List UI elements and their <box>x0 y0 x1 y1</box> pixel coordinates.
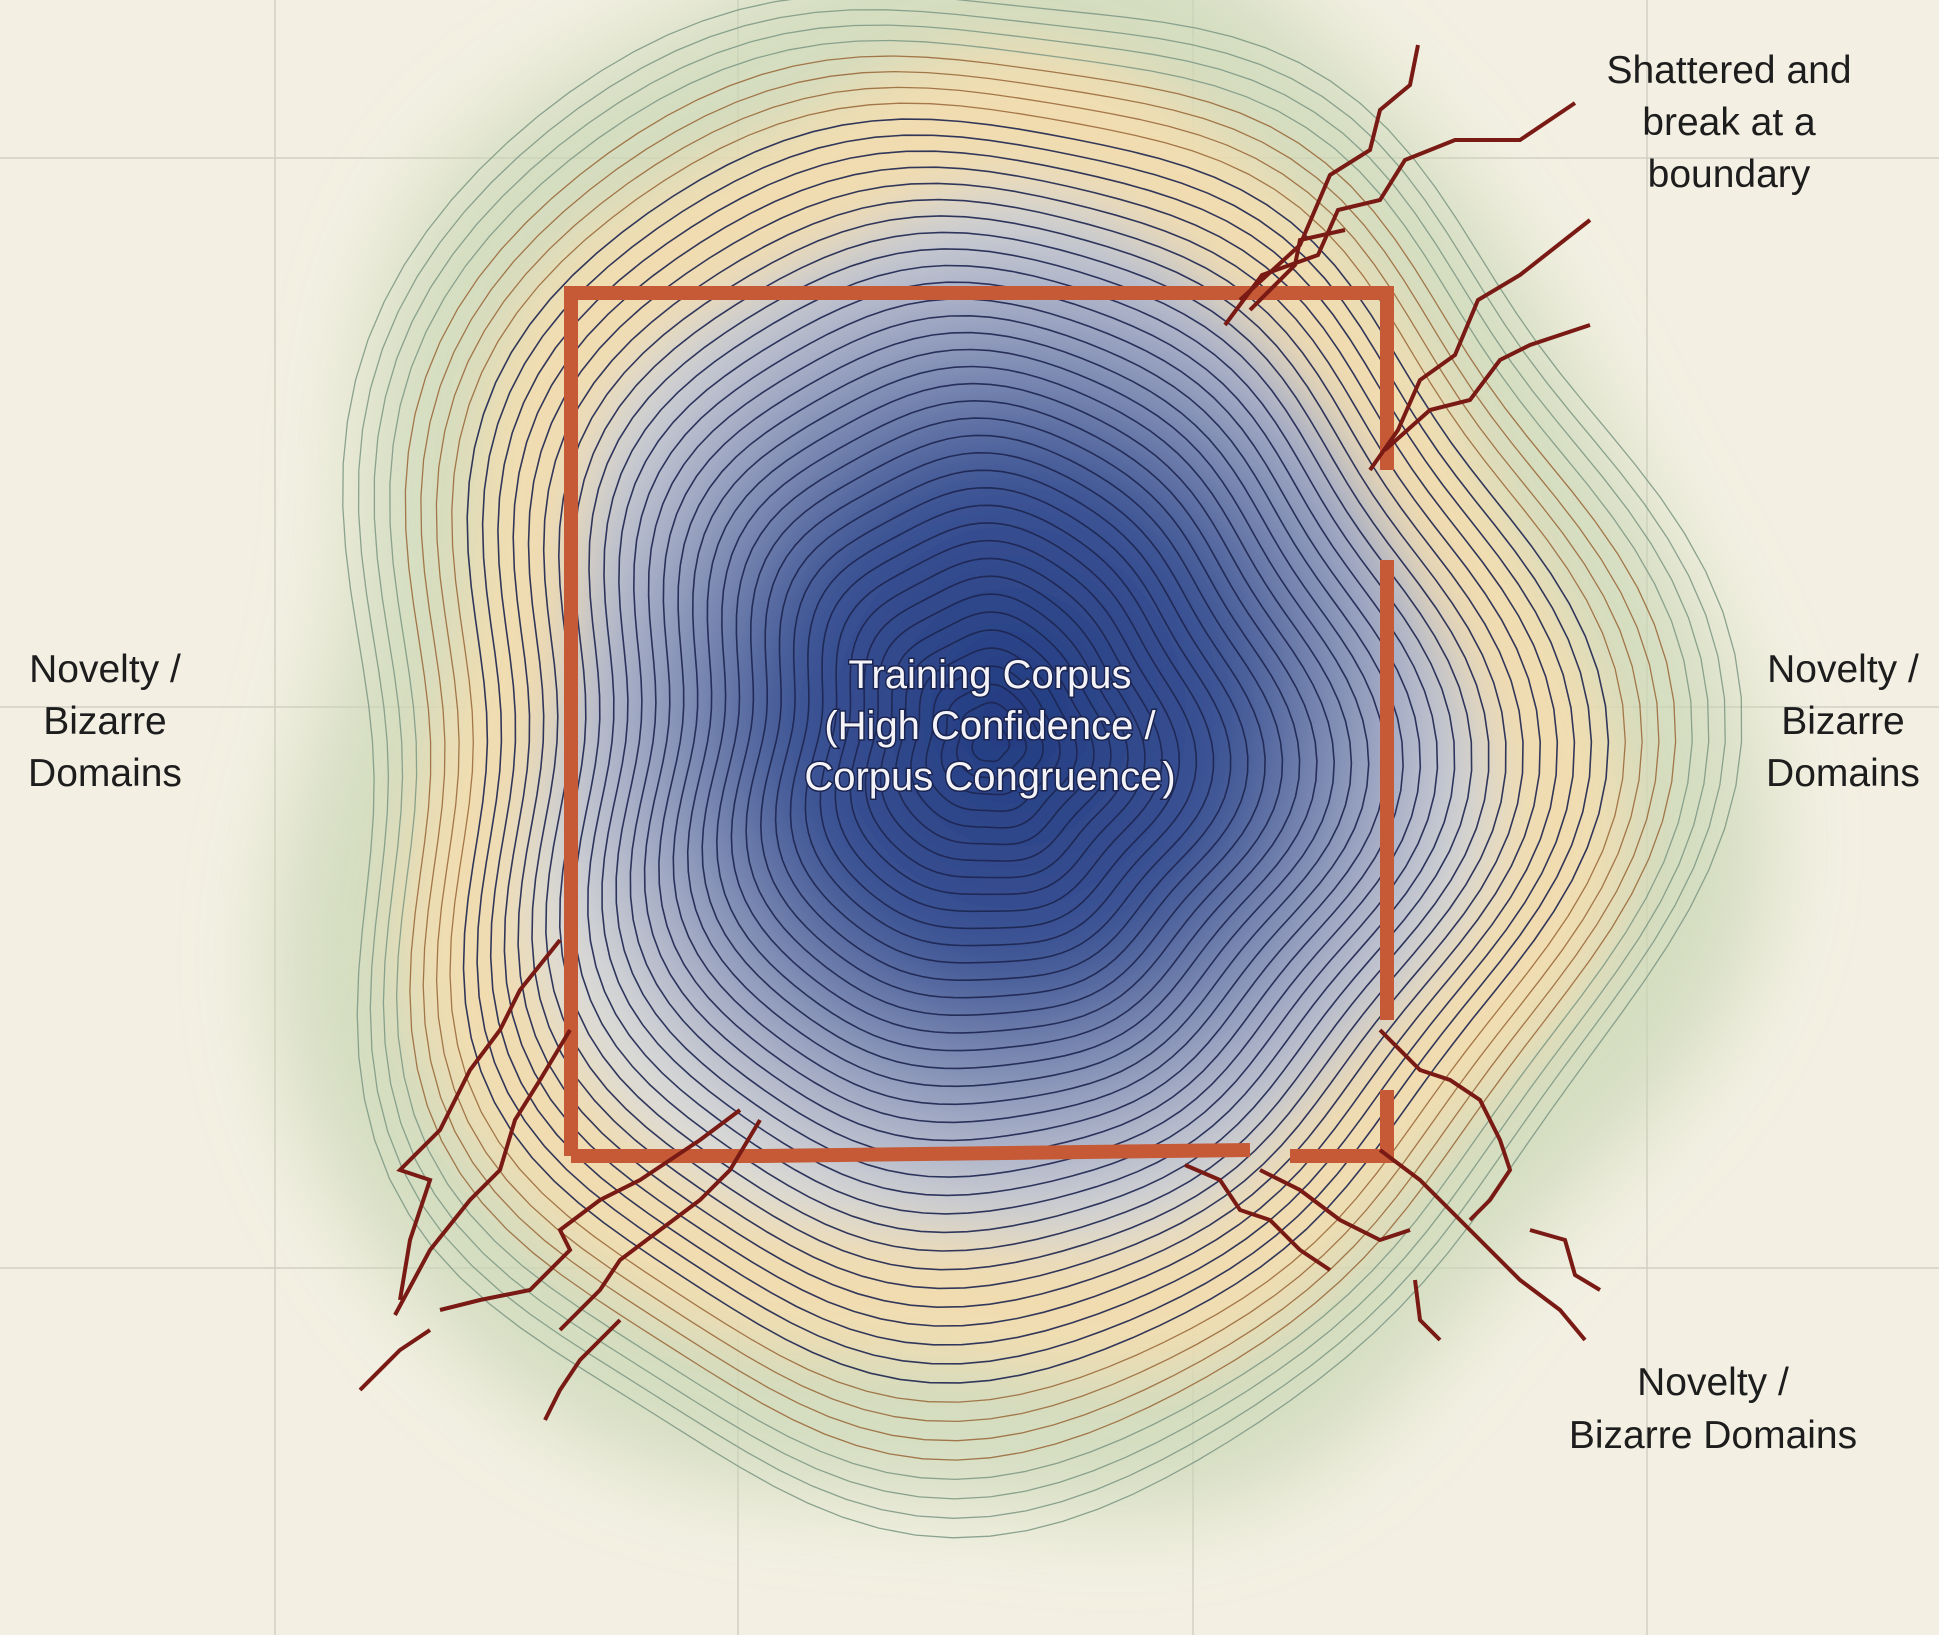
contour <box>629 314 1404 1160</box>
crack <box>1378 1148 1587 1342</box>
label-line: Corpus Congruence) <box>804 755 1175 799</box>
contour <box>730 434 1284 1034</box>
contour <box>462 118 1610 1384</box>
contour <box>804 522 1198 947</box>
crack <box>558 1118 762 1332</box>
boundary-square <box>564 286 1394 1163</box>
contour <box>601 281 1439 1197</box>
contour <box>373 24 1710 1500</box>
crack <box>1184 1163 1332 1272</box>
contour <box>615 298 1422 1178</box>
contour <box>940 683 1044 796</box>
contour <box>910 647 1078 829</box>
crack <box>1223 101 1577 327</box>
contour <box>503 166 1559 1327</box>
contour <box>357 9 1726 1519</box>
contour <box>864 593 1129 879</box>
label-line: Novelty / <box>1637 1361 1789 1404</box>
crack <box>1413 1279 1442 1342</box>
crack <box>1529 1228 1602 1292</box>
contour <box>517 182 1542 1309</box>
label-line: Bizarre <box>43 700 167 743</box>
contour <box>774 486 1232 981</box>
crack <box>1368 218 1592 472</box>
label-line: Novelty / <box>29 648 181 691</box>
contour <box>955 701 1028 779</box>
contour <box>879 611 1112 862</box>
crack <box>1383 323 1591 452</box>
crack <box>439 1108 742 1312</box>
contour <box>834 557 1163 913</box>
contour <box>558 231 1490 1252</box>
contour <box>643 331 1387 1142</box>
label-line: (High Confidence / <box>824 704 1156 748</box>
label-line: boundary <box>1648 153 1811 196</box>
crack <box>396 938 562 1301</box>
contour <box>389 39 1693 1481</box>
crack <box>1378 1028 1513 1222</box>
contour <box>404 55 1677 1461</box>
label-line: Novelty / <box>1767 648 1919 691</box>
labels: Shattered and break at a boundary Novelty /… <box>28 49 1920 1457</box>
label-line: break at a <box>1642 101 1816 144</box>
contour <box>342 0 1743 1539</box>
crack <box>543 1318 622 1421</box>
contour <box>476 134 1593 1365</box>
contour <box>672 365 1353 1106</box>
contour <box>849 575 1146 896</box>
crack <box>1248 228 1346 312</box>
label-line: Bizarre Domains <box>1569 1414 1857 1457</box>
contour <box>759 469 1249 999</box>
contour <box>894 629 1095 846</box>
contour <box>925 665 1061 812</box>
crack <box>1259 1168 1411 1243</box>
contour <box>686 382 1336 1088</box>
corpus-boundary <box>564 286 1394 1163</box>
label-line: Bizarre <box>1781 700 1905 743</box>
label-line: Domains <box>1766 752 1920 795</box>
contour <box>701 399 1318 1070</box>
cracks <box>358 44 1602 1421</box>
contour <box>658 348 1370 1124</box>
label-line: Shattered and <box>1606 49 1851 92</box>
contour <box>489 150 1576 1346</box>
crack <box>393 1028 572 1316</box>
contour <box>449 102 1626 1403</box>
contour <box>715 417 1301 1052</box>
contour <box>745 451 1266 1016</box>
contour <box>420 70 1660 1442</box>
contour <box>531 198 1524 1290</box>
contour <box>789 504 1215 964</box>
contour <box>587 264 1456 1215</box>
contour <box>971 720 1011 763</box>
contour <box>819 539 1181 930</box>
crack <box>358 1328 432 1392</box>
label-line: Training Corpus <box>848 653 1131 697</box>
label-line: Domains <box>28 752 182 795</box>
contour <box>435 86 1643 1423</box>
